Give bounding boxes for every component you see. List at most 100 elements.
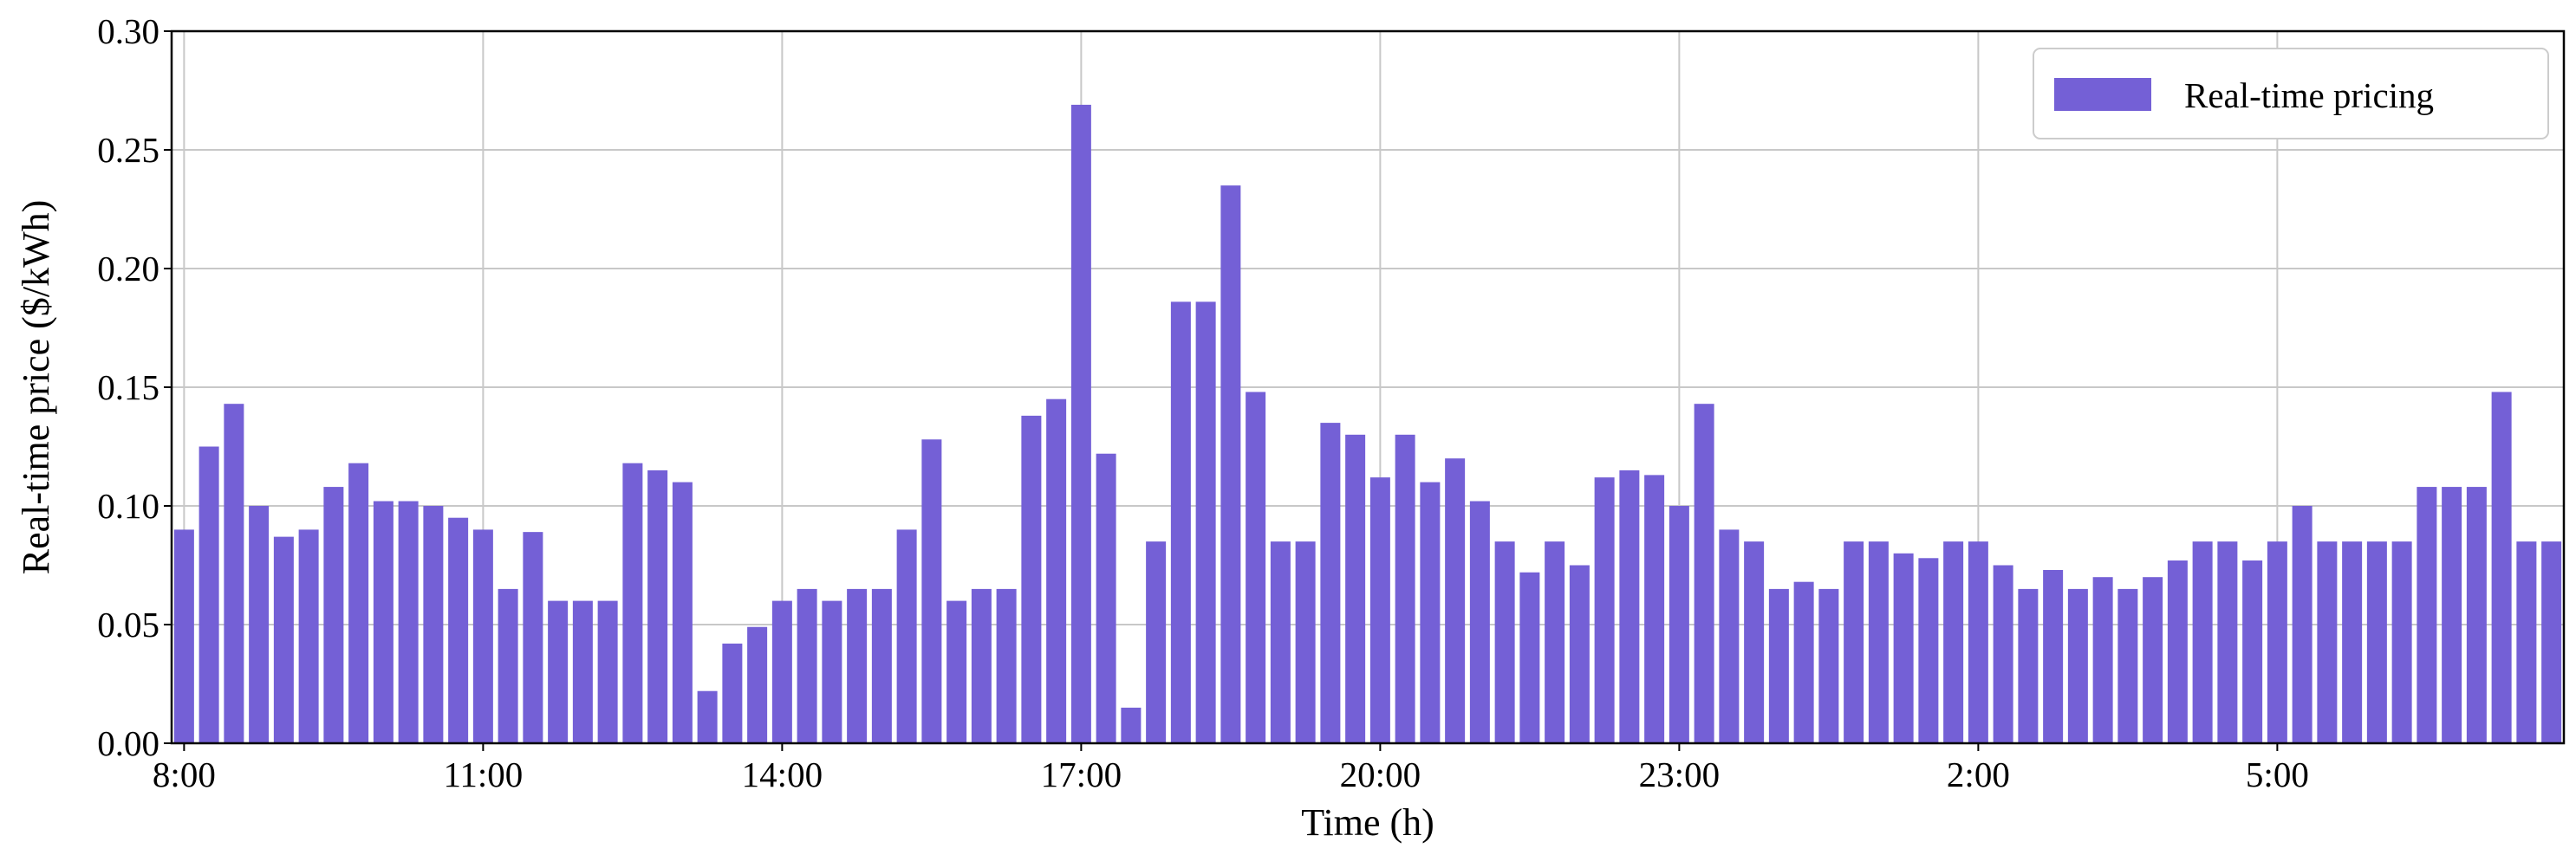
bar	[1295, 541, 1316, 743]
bar	[2043, 569, 2064, 743]
bar	[1918, 558, 1939, 743]
bar	[2491, 392, 2512, 743]
bar	[1719, 529, 1740, 743]
bar	[423, 506, 444, 743]
bar	[2442, 487, 2462, 743]
y-tick-label: 0.15	[97, 367, 159, 407]
bar	[1021, 415, 1042, 743]
bar	[2117, 588, 2138, 743]
bar	[2267, 541, 2287, 743]
bar	[2417, 487, 2437, 743]
bar	[498, 588, 518, 743]
bar	[1644, 475, 1665, 743]
x-tick-label: 11:00	[443, 755, 523, 794]
y-tick-label: 0.10	[97, 486, 159, 526]
bar	[1868, 541, 1889, 743]
bar	[224, 404, 244, 743]
legend: Real-time pricing	[2033, 48, 2549, 139]
bar	[2391, 541, 2412, 743]
bar	[771, 600, 792, 743]
bar	[572, 600, 593, 743]
bar	[1694, 404, 1714, 743]
bar	[1369, 477, 1390, 743]
x-tick-label: 17:00	[1041, 755, 1122, 794]
bar	[173, 529, 194, 743]
bar	[622, 463, 643, 743]
bar	[2541, 541, 2562, 743]
bar	[1993, 565, 2013, 743]
x-axis-title: Time (h)	[1301, 801, 1434, 844]
bar	[797, 588, 817, 743]
bar	[1270, 541, 1291, 743]
bar	[1445, 458, 1466, 743]
x-tick-label: 2:00	[1947, 755, 2010, 794]
bar	[1469, 501, 1490, 743]
y-tick-label: 0.25	[97, 130, 159, 170]
legend-box	[2033, 48, 2549, 139]
bar	[1146, 541, 1167, 743]
bar	[1844, 541, 1864, 743]
legend-label: Real-time pricing	[2184, 75, 2434, 115]
x-tick-label: 14:00	[742, 755, 823, 794]
bar	[1818, 588, 1839, 743]
bar	[1569, 565, 1590, 743]
bar	[1893, 553, 1914, 743]
bar	[198, 446, 219, 743]
bar	[1669, 506, 1689, 743]
bar	[2143, 577, 2163, 743]
bar	[1619, 470, 1640, 743]
bars	[173, 104, 2562, 744]
bar	[472, 529, 493, 743]
y-tick-label: 0.00	[97, 723, 159, 763]
bar	[896, 529, 917, 743]
bar	[249, 506, 270, 743]
x-tick-label: 20:00	[1340, 755, 1421, 794]
bar	[1594, 477, 1615, 743]
bar	[747, 626, 768, 743]
bar	[1793, 581, 1814, 743]
bar	[448, 517, 469, 743]
bar	[2092, 577, 2113, 743]
bar	[847, 588, 868, 743]
bar	[1768, 588, 1789, 743]
bar	[822, 600, 842, 743]
legend-swatch	[2054, 78, 2151, 111]
bar	[398, 501, 419, 743]
x-tick-label: 5:00	[2246, 755, 2309, 794]
bar	[1246, 392, 1266, 743]
bar	[2292, 506, 2313, 743]
bar	[1420, 482, 1441, 743]
bar	[323, 487, 344, 743]
bar	[1395, 434, 1415, 743]
bar	[1121, 707, 1142, 743]
bar	[946, 600, 967, 743]
bar	[1320, 423, 1341, 743]
bar	[697, 690, 718, 743]
bar	[1096, 453, 1116, 743]
bar	[348, 463, 369, 743]
bar	[722, 643, 743, 743]
bar	[2466, 487, 2487, 743]
bar	[2067, 588, 2088, 743]
bar	[597, 600, 618, 743]
bar	[2317, 541, 2338, 743]
bar	[1545, 541, 1565, 743]
bar	[1744, 541, 1765, 743]
bar	[672, 482, 693, 743]
axis-ticks: 0.00 0.05 0.10 0.15 0.20 0.25 0.30 8:00 11:00 14:…	[97, 11, 2309, 794]
bar	[2516, 541, 2537, 743]
bar	[921, 439, 942, 743]
bar	[2018, 588, 2039, 743]
bar	[523, 532, 543, 743]
bar	[548, 600, 569, 743]
y-tick-label: 0.30	[97, 11, 159, 51]
bar	[1195, 301, 1216, 743]
bar	[2217, 541, 2238, 743]
bar	[1070, 104, 1091, 743]
x-tick-label: 23:00	[1639, 755, 1720, 794]
bar	[273, 536, 294, 743]
bar	[1170, 301, 1191, 743]
bar	[871, 588, 892, 743]
x-tick-label: 8:00	[153, 755, 216, 794]
